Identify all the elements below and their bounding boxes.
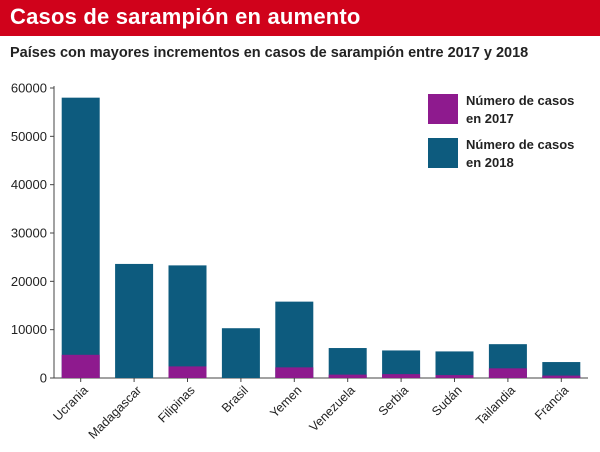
- bar-2018: [61, 97, 100, 379]
- bar-2018: [168, 265, 207, 378]
- x-category-label: Madagascar: [86, 383, 145, 442]
- y-tick-label: 10000: [11, 322, 47, 337]
- x-category-label: Serbia: [376, 383, 411, 418]
- legend-label-2018: Número de casos: [466, 137, 574, 152]
- bar-2017: [435, 375, 474, 378]
- y-tick-label: 40000: [11, 177, 47, 192]
- x-category-label: Brasil: [219, 383, 251, 415]
- bar-2018: [221, 328, 260, 378]
- y-tick-label: 0: [40, 371, 47, 386]
- bar-2018: [275, 301, 314, 378]
- y-tick-label: 20000: [11, 274, 47, 289]
- bar-2018: [115, 263, 154, 378]
- bar-2017: [61, 354, 100, 378]
- bar-2017: [328, 374, 367, 378]
- legend-label-2017: Número de casos: [466, 93, 574, 108]
- y-tick-label: 30000: [11, 226, 47, 241]
- title-banner: Casos de sarampión en aumento: [0, 0, 600, 36]
- bar-2017: [168, 366, 207, 378]
- legend-swatch-2018: [428, 138, 458, 168]
- bar-2017: [542, 375, 581, 378]
- x-category-label: Sudán: [429, 383, 464, 418]
- y-tick-label: 50000: [11, 129, 47, 144]
- legend-label-2018: en 2018: [466, 155, 514, 170]
- x-category-label: Venezuela: [307, 383, 358, 434]
- x-category-label: Tailandia: [473, 383, 518, 428]
- bar-2018: [542, 362, 581, 378]
- bar-2017: [382, 374, 421, 378]
- legend-label-2017: en 2017: [466, 111, 514, 126]
- bar-2018: [328, 348, 367, 378]
- bar-2018: [435, 351, 474, 378]
- y-tick-label: 60000: [11, 81, 47, 96]
- x-category-label: Filipinas: [155, 383, 197, 425]
- legend-swatch-2017: [428, 94, 458, 124]
- x-category-label: Francia: [532, 383, 571, 422]
- bar-2018: [382, 350, 421, 378]
- bar-2017: [275, 367, 314, 378]
- chart-title: Casos de sarampión en aumento: [10, 4, 361, 29]
- x-category-label: Yemen: [267, 383, 304, 420]
- x-category-label: Ucrania: [50, 383, 90, 423]
- bar-2017: [488, 368, 527, 378]
- chart-subtitle: Países con mayores incrementos en casos …: [10, 45, 529, 61]
